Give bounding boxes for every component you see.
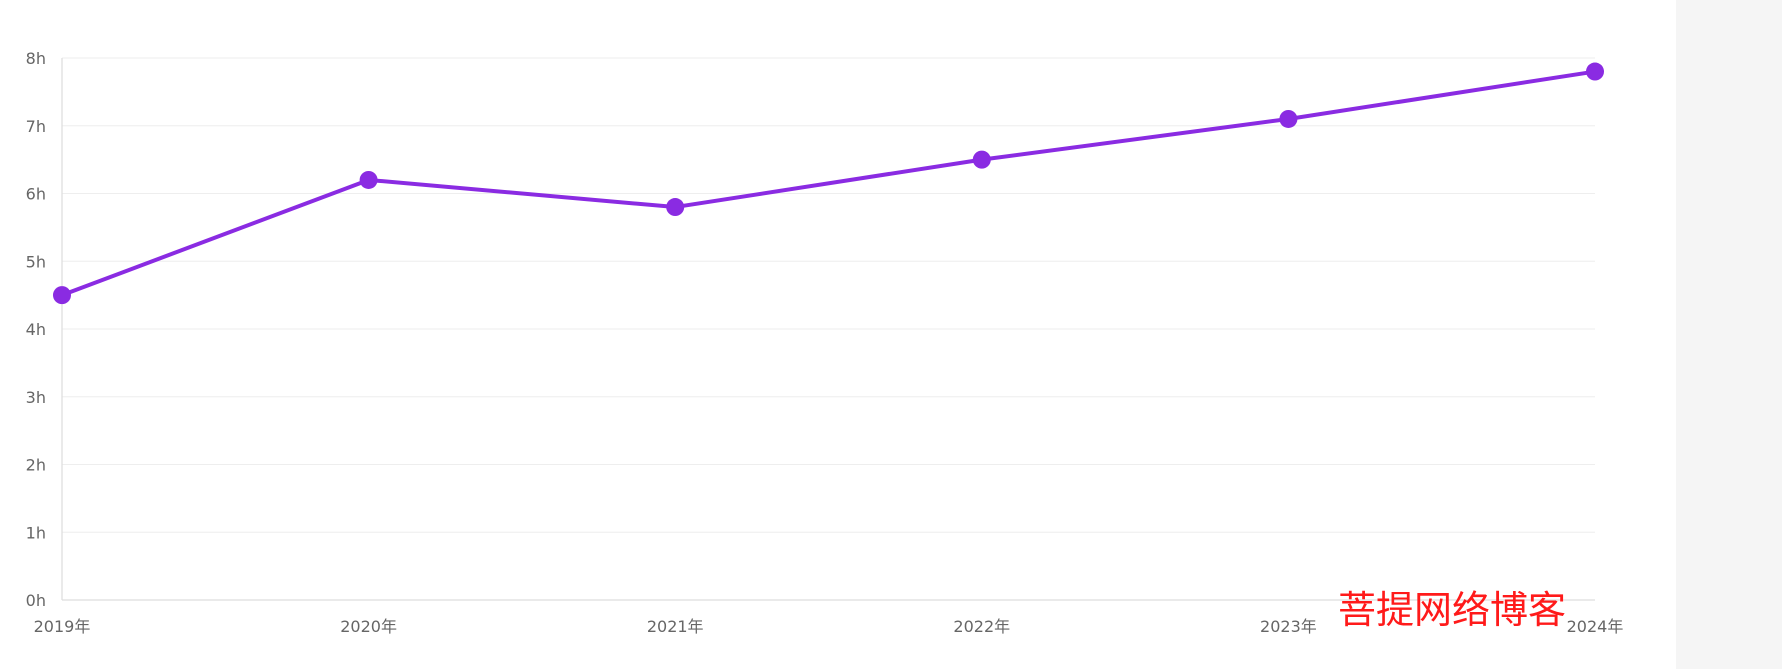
x-tick-label: 2022年 xyxy=(953,617,1010,636)
y-tick-label: 3h xyxy=(26,388,46,407)
data-point xyxy=(359,170,378,189)
y-tick-label: 0h xyxy=(26,591,46,610)
y-tick-label: 6h xyxy=(26,185,46,204)
watermark-text: 菩提网络博客 xyxy=(1338,588,1567,632)
x-tick-label: 2019年 xyxy=(34,617,91,636)
data-point xyxy=(53,286,71,305)
x-tick-label: 2024年 xyxy=(1567,617,1624,636)
data-point xyxy=(666,198,685,217)
data-point xyxy=(1279,109,1298,128)
axes xyxy=(61,58,1595,601)
y-tick-label: 4h xyxy=(26,320,46,339)
x-tick-label: 2020年 xyxy=(340,617,397,636)
grid-lines xyxy=(62,57,1595,533)
y-tick-label: 8h xyxy=(26,49,46,68)
y-tick-label: 5h xyxy=(26,252,46,271)
y-tick-label: 1h xyxy=(26,523,46,542)
y-tick-labels: 0h 1h 2h 3h 4h 5h 6h 7h 8h xyxy=(26,49,46,610)
y-tick-label: 7h xyxy=(26,117,46,136)
y-tick-label: 2h xyxy=(26,456,46,475)
line-chart: 0h 1h 2h 3h 4h 5h 6h 7h 8h 2019年 2020年 2021年 2022年 2… xyxy=(26,49,1624,636)
x-tick-labels: 2019年 2020年 2021年 2022年 2023年 2024年 xyxy=(34,617,1624,636)
data-point xyxy=(972,150,991,169)
x-tick-label: 2021年 xyxy=(647,617,704,636)
data-points xyxy=(53,62,1604,305)
x-tick-label: 2023年 xyxy=(1260,617,1317,636)
data-point xyxy=(1586,62,1604,81)
series-line xyxy=(60,69,1597,298)
series-line-path xyxy=(60,69,1597,298)
right-side-panel xyxy=(1676,0,1782,669)
